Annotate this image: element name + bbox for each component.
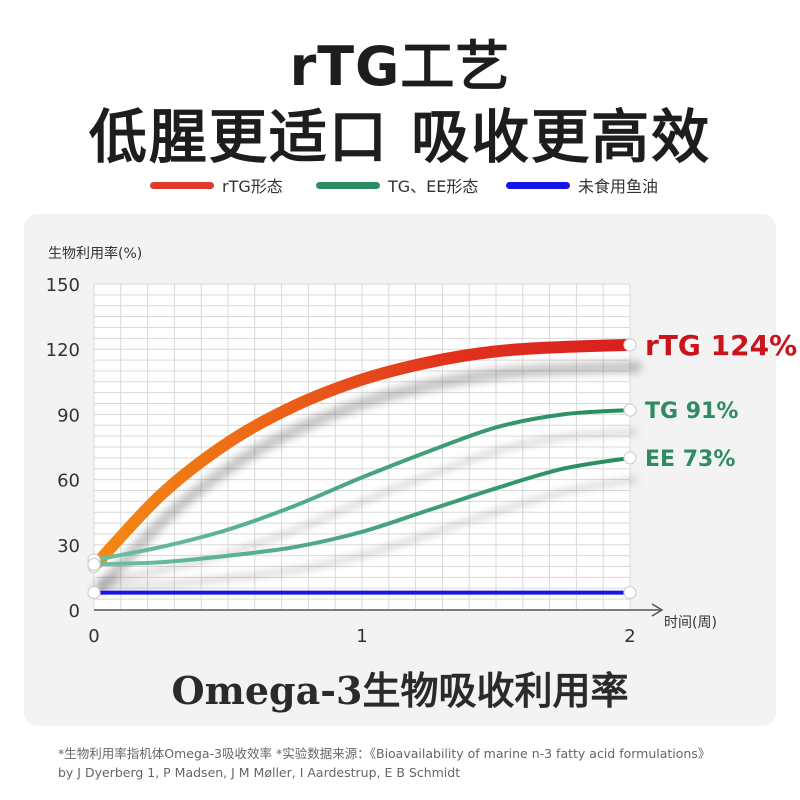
legend-swatch-rtg xyxy=(150,181,214,189)
x-tick-label: 0 xyxy=(88,626,99,647)
legend-swatch-tg-ee xyxy=(316,181,380,189)
series-shadow xyxy=(98,430,638,584)
x-axis-arrow xyxy=(651,603,664,617)
chart-axes xyxy=(94,603,664,617)
legend-item-rtg: rTG形态 xyxy=(150,172,283,198)
footnote: *生物利用率指机体Omega-3吸收效率 *实验数据来源：《Bioavailab… xyxy=(58,744,788,782)
legend-label-no-fish-oil: 未食用鱼油 xyxy=(578,177,659,196)
legend-label-tg-ee: TG、EE形态 xyxy=(388,177,479,196)
y-tick-label: 30 xyxy=(57,536,80,557)
series-line xyxy=(88,338,636,573)
series-endpoint-marker xyxy=(623,403,637,417)
series-shadows xyxy=(94,360,642,595)
series-end-label: TG 91% xyxy=(645,399,738,424)
series-endpoint-marker xyxy=(623,586,637,600)
series-endpoint-marker xyxy=(87,557,101,571)
page-subtitle: 低腥更适口 吸收更高效 xyxy=(88,103,712,171)
page-title: rTG工艺 xyxy=(289,35,511,98)
series-end-label: rTG 124% xyxy=(645,329,797,362)
series-markers xyxy=(87,338,637,600)
chart-legend: rTG形态 TG、EE形态 未食用鱼油 xyxy=(0,172,800,198)
series-endpoint-marker xyxy=(87,586,101,600)
series-shadow xyxy=(94,360,642,595)
x-axis-label: 时间(周) xyxy=(664,615,717,631)
x-tick-label: 2 xyxy=(624,626,635,647)
x-tick-label: 1 xyxy=(356,626,367,647)
chart-labels: 0 30 60 90 120 150 0 1 2 生物利用率(%) 时间(周) rTG 124% TG … xyxy=(46,245,798,647)
series-lines xyxy=(88,338,636,595)
series-endpoint-marker xyxy=(623,338,637,352)
y-tick-label: 90 xyxy=(57,405,80,426)
series-endpoint-marker xyxy=(623,451,637,465)
legend-swatch-no-fish-oil xyxy=(506,181,570,189)
series-end-label: EE 73% xyxy=(645,447,735,472)
footnote-line-1: *生物利用率指机体Omega-3吸收效率 *实验数据来源：《Bioavailab… xyxy=(58,746,711,761)
y-tick-label: 60 xyxy=(57,471,80,492)
legend-item-no-fish-oil: 未食用鱼油 xyxy=(506,172,658,198)
legend-label-rtg: rTG形态 xyxy=(222,177,283,196)
y-tick-label: 150 xyxy=(46,275,80,296)
y-tick-label: 0 xyxy=(69,601,80,622)
series-line xyxy=(92,455,632,567)
chart-caption: Omega-3生物吸收利用率 xyxy=(171,668,629,713)
y-tick-label: 120 xyxy=(46,340,80,361)
series-shadow xyxy=(98,477,638,589)
legend-item-tg-ee: TG、EE形态 xyxy=(316,172,478,198)
series-line xyxy=(92,408,632,562)
footnote-line-2: by J Dyerberg 1, P Madsen, J M Møller, I… xyxy=(58,765,461,780)
y-axis-label: 生物利用率(%) xyxy=(48,245,142,262)
